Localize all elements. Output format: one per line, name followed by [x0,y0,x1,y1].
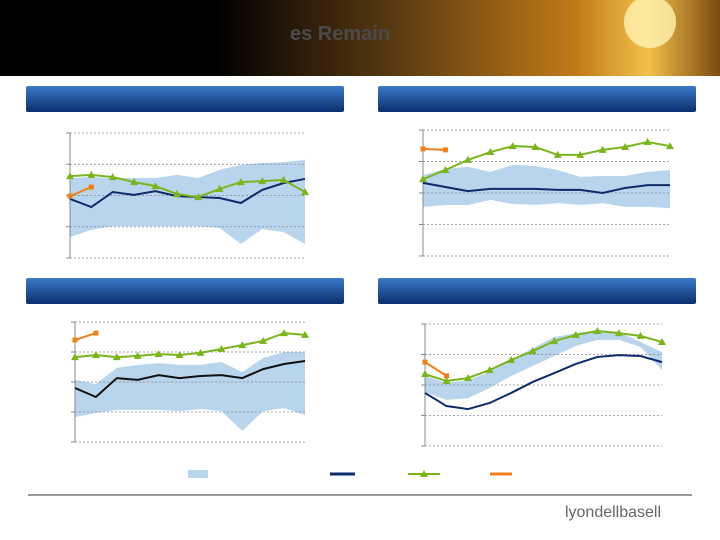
point-marker [71,353,79,361]
legend-swatch [420,470,428,477]
point-marker [238,341,247,349]
point-marker [88,184,94,190]
header-banner [0,0,720,76]
point-marker [486,148,495,156]
legend [188,470,512,478]
series-line [69,177,306,209]
point-marker [441,166,450,174]
point-marker [442,377,451,385]
point-marker [154,350,163,358]
series-line [74,332,97,341]
point-marker [550,337,559,345]
point-marker [643,137,652,145]
point-marker [217,345,226,352]
point-marker [531,143,540,151]
point-marker [66,172,74,180]
header-title: es Remain [290,23,390,45]
point-marker [576,150,585,158]
point-marker [422,359,428,365]
point-marker [464,373,473,381]
point-marker [236,178,245,186]
point-marker [598,145,607,153]
point-marker [194,193,203,201]
point-marker [130,178,139,186]
panel-header [378,86,696,112]
point-marker [175,351,184,358]
point-marker [112,353,121,361]
point-marker [258,177,267,185]
series-line [74,332,306,359]
point-marker [508,142,517,150]
point-marker [215,184,224,192]
point-marker [614,329,623,337]
point-marker [507,355,516,363]
series-line [69,186,92,198]
series-line [424,330,663,383]
point-marker [93,330,99,336]
point-marker [485,366,494,374]
range-band [70,159,305,244]
panel-header [378,278,696,304]
point-marker [444,373,450,379]
point-marker [172,189,181,197]
point-marker [571,330,580,338]
point-marker [553,150,562,158]
point-marker [279,175,288,183]
point-marker [463,155,472,163]
point-marker [133,351,142,359]
range-band [423,164,670,209]
point-marker [636,331,645,339]
series-line [74,360,306,399]
point-marker [72,337,78,343]
point-marker [301,330,309,338]
series-line [422,140,671,181]
point-marker [658,337,666,345]
point-marker [280,329,289,337]
point-marker [87,170,96,178]
point-marker [91,351,100,358]
series-line [424,354,663,411]
point-marker [528,347,537,355]
point-marker [442,147,448,153]
legend-swatch [188,470,208,478]
point-marker [67,193,73,199]
point-marker [259,336,268,344]
point-marker [421,370,429,378]
point-marker [593,327,602,335]
point-marker [420,146,426,152]
point-marker [151,182,160,190]
point-marker [301,188,309,196]
series-line [422,147,446,151]
point-marker [621,143,630,151]
series-line [69,173,306,199]
range-band [425,330,662,400]
point-marker [666,142,674,150]
point-marker [419,175,427,183]
panel-header [26,86,344,112]
point-marker [108,173,117,181]
sun [624,0,676,48]
logo: lyondellbasell [565,504,661,521]
panel-header [26,278,344,304]
series-line [422,181,670,195]
series-line [424,361,448,377]
range-band [75,352,305,431]
point-marker [196,348,205,356]
